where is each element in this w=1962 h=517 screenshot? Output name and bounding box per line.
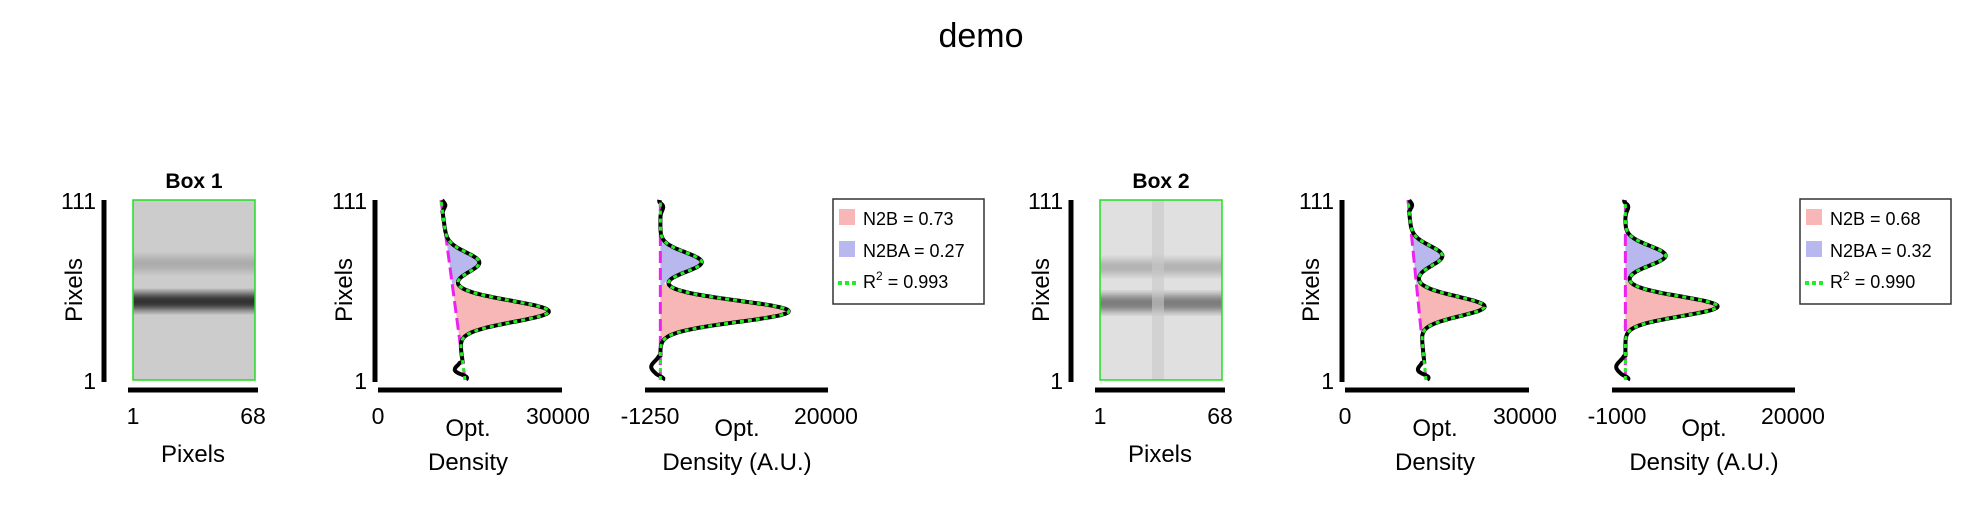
box-y-label: Pixels — [1028, 258, 1055, 322]
gel-band-faint — [133, 256, 255, 271]
density-xtick-left: 0 — [1339, 403, 1352, 429]
box-title: Box 2 — [1132, 170, 1189, 193]
density-baseline-line — [439, 199, 467, 381]
adjusted-n2b-area — [1625, 274, 1718, 338]
adjusted-x-label-2: Density (A.U.) — [662, 449, 811, 476]
adjusted-n2ba-area — [660, 230, 702, 294]
box-ytick-bottom: 1 — [83, 368, 96, 394]
legend-n2b-label: N2B = 0.73 — [863, 209, 954, 229]
adjusted-x-label-2: Density (A.U.) — [1629, 449, 1778, 476]
box-xtick-left: 1 — [127, 403, 140, 429]
density-xtick-right: 30000 — [1493, 403, 1557, 429]
gel-lane-streak — [1152, 200, 1164, 380]
density-ytick-bottom: 1 — [354, 368, 367, 394]
legend-r2-prefix: R — [863, 272, 876, 292]
box-x-label: Pixels — [1128, 441, 1192, 468]
legend-n2ba-label: N2BA = 0.32 — [1830, 241, 1932, 261]
adjusted-x-label-1: Opt. — [1681, 415, 1726, 442]
box-ytick-bottom: 1 — [1050, 368, 1063, 394]
density-y-label: Pixels — [1298, 258, 1325, 322]
legend-n2b-label: N2B = 0.68 — [1830, 209, 1921, 229]
legend-n2b-swatch — [839, 209, 855, 225]
box-y-label: Pixels — [61, 258, 88, 322]
density-y-label: Pixels — [331, 258, 358, 322]
legend-r2-value: = 0.990 — [1850, 272, 1916, 292]
legend-n2ba-swatch — [839, 241, 855, 257]
box-xtick-right: 68 — [1207, 403, 1233, 429]
legend-box — [1799, 198, 1952, 305]
adjusted-x-label-1: Opt. — [714, 415, 759, 442]
gel-image-border — [132, 199, 256, 381]
density-x-label-2: Density — [428, 449, 508, 476]
box-xtick-right: 68 — [240, 403, 266, 429]
adjusted-xtick-left: -1250 — [621, 403, 680, 429]
adjusted-fit-line — [658, 200, 791, 380]
density-x-label-1: Opt. — [445, 415, 490, 442]
adjusted-xtick-right: 20000 — [794, 403, 858, 429]
box-ytick-top: 111 — [61, 188, 96, 214]
legend-box — [832, 198, 985, 305]
legend-r2-label: R2 = 0.993 — [863, 269, 948, 292]
legend-r2-superscript: 2 — [876, 269, 883, 283]
legend-r2-superscript: 2 — [1843, 269, 1850, 283]
legend-n2ba-swatch — [1806, 241, 1822, 257]
density-x-label-2: Density — [1395, 449, 1475, 476]
box-ytick-top: 111 — [1028, 188, 1063, 214]
legend-r2-label: R2 = 0.990 — [1830, 269, 1915, 292]
density-fit-line — [1406, 199, 1487, 381]
density-xtick-left: 0 — [372, 403, 385, 429]
legend-r2-prefix: R — [1830, 272, 1843, 292]
gel-image-border — [1099, 199, 1223, 381]
density-ytick-bottom: 1 — [1321, 368, 1334, 394]
adjusted-xtick-left: -1000 — [1588, 403, 1647, 429]
figure-title: demo — [938, 17, 1023, 55]
density-x-label-1: Opt. — [1412, 415, 1457, 442]
box-xtick-left: 1 — [1094, 403, 1107, 429]
density-xtick-right: 30000 — [526, 403, 590, 429]
gel-band-main — [133, 293, 255, 310]
density-ytick-top: 111 — [332, 188, 367, 214]
density-baseline-line — [1406, 199, 1428, 381]
box-x-label: Pixels — [161, 441, 225, 468]
gel-image-background — [133, 200, 255, 380]
adjusted-xtick-right: 20000 — [1761, 403, 1825, 429]
legend-r2-value: = 0.993 — [883, 272, 949, 292]
density-fit-line — [439, 199, 551, 381]
adjusted-n2b-area — [660, 277, 789, 346]
density-ytick-top: 111 — [1299, 188, 1334, 214]
adjusted-fit-line — [1623, 200, 1720, 380]
legend-n2ba-label: N2BA = 0.27 — [863, 241, 965, 261]
box-title: Box 1 — [165, 170, 223, 193]
legend-n2b-swatch — [1806, 209, 1822, 225]
